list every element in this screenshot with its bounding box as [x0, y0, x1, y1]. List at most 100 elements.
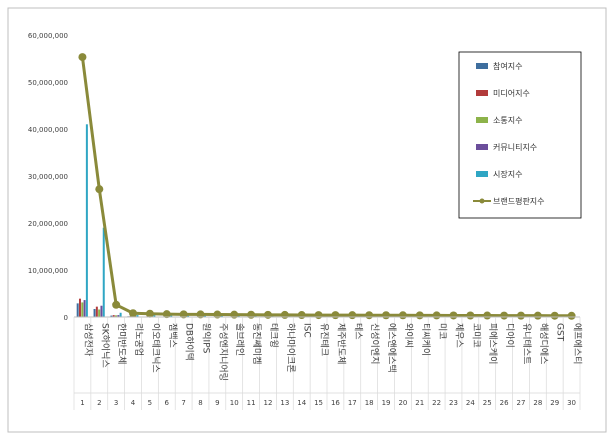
bar — [79, 299, 81, 317]
x-rank-label: 11 — [247, 399, 256, 407]
x-tick-label: 신성이엔지 — [369, 323, 380, 364]
x-rank-label: 6 — [165, 399, 170, 407]
line-point — [568, 312, 576, 320]
x-rank-label: 1 — [80, 399, 84, 407]
x-tick-label: DB하이텍 — [184, 323, 195, 361]
y-tick-label: 30,000,000 — [28, 173, 68, 181]
line-point — [247, 311, 255, 319]
x-tick-label: 젬백스 — [167, 323, 178, 348]
x-rank-label: 15 — [314, 399, 323, 407]
x-tick-label: 테스 — [352, 323, 363, 340]
x-tick-label: 미코 — [437, 323, 448, 340]
line-point — [129, 309, 137, 317]
x-rank-label: 13 — [280, 399, 289, 407]
line-point — [112, 301, 120, 309]
bar — [98, 309, 100, 317]
legend-swatch — [476, 171, 488, 177]
bar — [103, 228, 105, 317]
x-tick-label: 제우스 — [454, 323, 465, 348]
x-rank-label: 14 — [297, 399, 306, 407]
x-rank-label: 22 — [432, 399, 441, 407]
x-tick-label: 와이씨 — [403, 323, 415, 348]
x-tick-label: 리노공업 — [133, 323, 144, 356]
x-tick-label: 디아이 — [504, 323, 515, 348]
x-rank-label: 30 — [567, 399, 576, 407]
line-point — [517, 312, 525, 320]
bar — [120, 313, 122, 317]
x-tick-label: 유니테스트 — [521, 323, 532, 364]
line-point — [365, 311, 373, 319]
x-rank-label: 27 — [517, 399, 526, 407]
x-rank-label: 4 — [131, 399, 136, 407]
x-rank-label: 20 — [398, 399, 407, 407]
line-point — [534, 312, 542, 320]
x-rank-label: 7 — [181, 399, 185, 407]
line-point — [483, 312, 491, 320]
legend-swatch — [476, 117, 488, 123]
line-point — [281, 311, 289, 319]
x-rank-label: 28 — [533, 399, 542, 407]
x-tick-label: 해성디에스 — [538, 323, 549, 364]
bar — [94, 309, 96, 317]
x-tick-label: 원익IPS — [201, 323, 213, 354]
legend-swatch — [476, 144, 488, 150]
line-point — [331, 311, 339, 319]
x-tick-label: 이오테크닉스 — [150, 323, 161, 373]
x-rank-label: 24 — [466, 399, 475, 407]
legend-label: 커뮤니티지수 — [493, 142, 537, 152]
x-tick-label: ISC — [302, 323, 312, 338]
x-rank-label: 8 — [198, 399, 202, 407]
y-tick-label: 60,000,000 — [28, 32, 68, 40]
line-point — [264, 311, 272, 319]
bar — [84, 300, 86, 317]
x-tick-label: 코미코 — [470, 323, 481, 348]
line-point — [551, 312, 559, 320]
x-tick-label: 에프에스티 — [572, 323, 583, 364]
x-rank-label: 29 — [550, 399, 559, 407]
x-rank-label: 19 — [382, 399, 391, 407]
x-tick-label: 주성엔지니어링 — [217, 323, 229, 381]
x-tick-label: GST — [555, 323, 565, 342]
x-rank-label: 9 — [215, 399, 219, 407]
legend-label: 미디어지수 — [493, 88, 530, 98]
legend-label: 참여지수 — [493, 61, 522, 71]
bar — [96, 307, 98, 317]
x-rank-label: 2 — [97, 399, 101, 407]
legend-swatch — [476, 63, 488, 69]
line-point — [399, 311, 407, 319]
legend-swatch-marker — [480, 199, 485, 204]
line-point — [348, 311, 356, 319]
line-point — [298, 311, 306, 319]
bar — [77, 303, 79, 317]
x-tick-label: 제주반도체 — [335, 323, 346, 364]
legend-label: 브랜드평판지수 — [493, 196, 545, 206]
line-point — [500, 312, 508, 320]
x-rank-label: 23 — [449, 399, 458, 407]
x-rank-label: 26 — [500, 399, 509, 407]
line-point — [433, 311, 441, 319]
line-point — [466, 311, 474, 319]
x-tick-label: 에스앤에스텍 — [386, 323, 397, 373]
x-rank-label: 17 — [348, 399, 357, 407]
x-rank-label: 18 — [365, 399, 374, 407]
y-tick-label: 20,000,000 — [28, 220, 68, 228]
x-tick-label: 유진테크 — [319, 323, 330, 356]
legend-label: 시장지수 — [493, 169, 522, 179]
line-point — [416, 311, 424, 319]
x-rank-label: 16 — [331, 399, 340, 407]
x-tick-label: 하나마이크론 — [285, 323, 296, 373]
y-tick-label: 40,000,000 — [28, 126, 68, 134]
x-tick-label: 솔브레인 — [234, 323, 245, 356]
line-point — [450, 311, 458, 319]
bar — [100, 306, 102, 317]
line-point — [95, 185, 103, 193]
bar — [86, 124, 88, 317]
x-tick-label: 동진쎄미켐 — [251, 323, 263, 364]
line-point — [315, 311, 323, 319]
x-tick-label: 테크윙 — [268, 323, 279, 348]
bar — [81, 302, 83, 317]
legend-swatch — [476, 90, 488, 96]
